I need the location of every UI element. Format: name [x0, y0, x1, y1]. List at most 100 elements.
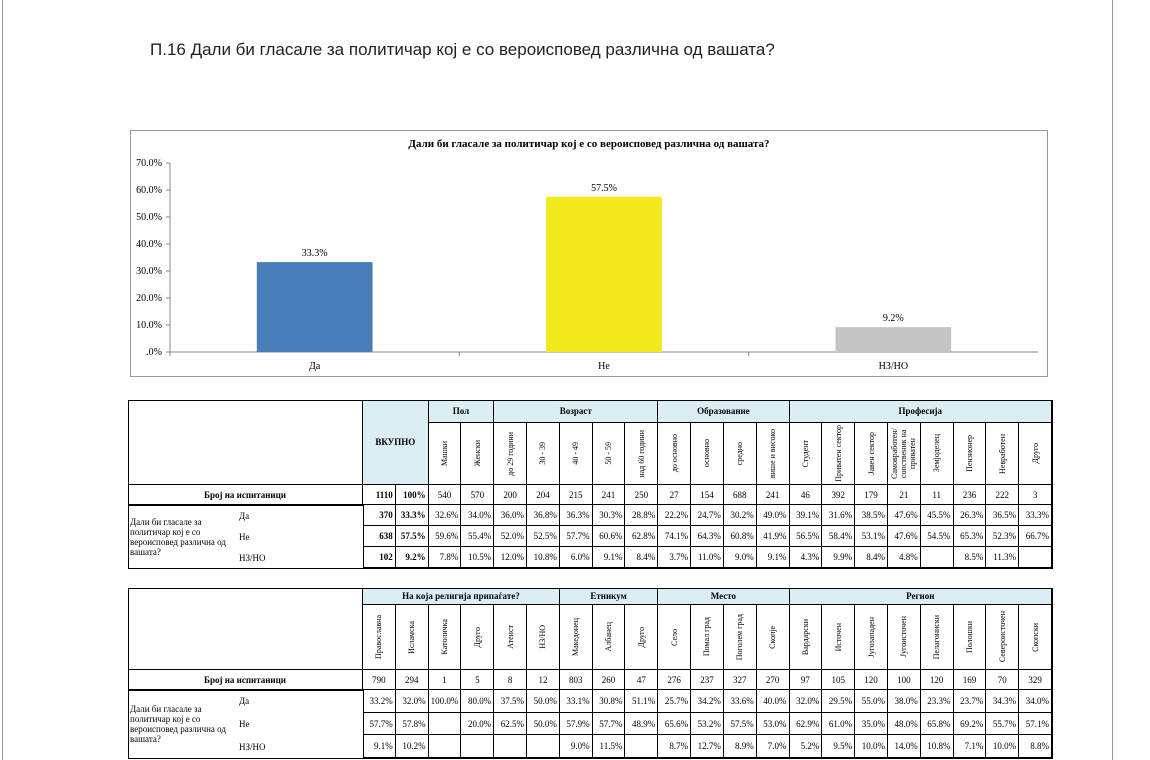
chart-title: Дали би гласале за политичар кој е со ве… — [408, 138, 769, 150]
answer-label: Не — [235, 526, 363, 547]
answer-cell: 65.6% — [658, 712, 692, 736]
answer-cell-text: 34.0% — [467, 510, 492, 520]
answer-cell: 60.8% — [723, 526, 757, 547]
answer-cell-text: 69.2% — [960, 718, 984, 729]
y-tick-label: 70.0% — [136, 158, 162, 169]
answer-cell: 9.1% — [592, 547, 626, 568]
column-header-text: Пензионер — [964, 435, 974, 472]
answer-cell: 9.1% — [756, 547, 790, 568]
count-cell-text: 803 — [568, 674, 583, 685]
count-cell: 329 — [1019, 670, 1052, 690]
column-header: основно — [691, 423, 724, 485]
answer-cell-text: 50.0% — [533, 718, 557, 729]
column-header-text: Невработен — [997, 433, 1007, 474]
answer-cell-text: 8.4% — [866, 552, 885, 562]
column-header: Католичка — [428, 605, 462, 670]
column-header-text: Југозападен — [866, 616, 876, 658]
y-tick-label: 40.0% — [136, 239, 162, 250]
count-cell: 8 — [494, 670, 528, 690]
column-header-text: основно — [702, 439, 712, 468]
answer-cell-text: 57.5% — [730, 718, 754, 729]
answer-cell: 36.8% — [527, 505, 560, 526]
answer-cell-text: 66.7% — [1025, 531, 1049, 541]
answer-cell: 28.8% — [625, 505, 659, 526]
answer-label-text: Не — [239, 719, 250, 730]
column-header-text: Машки — [440, 441, 449, 466]
count-label-text: Број на испитаници — [204, 674, 286, 685]
answer-cell-text: 4.8% — [898, 552, 918, 562]
column-header-text: Скопски — [1030, 622, 1040, 652]
answer-cell: 38.5% — [855, 505, 888, 526]
column-header-text: Самовработен/ сопственик на приватен — [890, 428, 918, 479]
answer-cell: 40.0% — [756, 690, 790, 713]
answer-label-text: Да — [239, 510, 250, 521]
answer-cell: 100.0% — [428, 690, 462, 713]
count-total-text: 1110 — [375, 489, 393, 500]
answer-total: 33.3% — [395, 505, 429, 526]
answer-cell-text: 12.0% — [500, 552, 525, 562]
answer-cell: 50.0% — [527, 712, 560, 736]
answer-cell-text: 28.8% — [632, 510, 656, 520]
answer-cell: 57.9% — [559, 712, 593, 736]
column-header-text: 40 - 49 — [571, 442, 581, 465]
answer-cell: 9.1% — [363, 735, 396, 759]
data-label: 9.2% — [883, 313, 904, 324]
count-cell: 392 — [822, 485, 856, 505]
answer-cell-text: 52.5% — [533, 531, 557, 541]
chart: Дали би гласале за политичар кој е со ве… — [130, 130, 1048, 377]
column-header: над 60 години — [625, 423, 659, 485]
answer-cell: 50.0% — [527, 690, 560, 713]
answer-cell: 57.8% — [395, 712, 429, 736]
answer-cell — [428, 735, 462, 759]
column-header: Јавен сектор — [855, 423, 888, 485]
data-label: 57.5% — [591, 183, 617, 194]
answer-cell-text: 52.0% — [500, 531, 525, 541]
answer-cell-text: 8.5% — [964, 552, 984, 562]
answer-cell: 34.0% — [461, 505, 495, 526]
column-header: Југозападен — [855, 605, 888, 670]
answer-cell: 8.5% — [953, 547, 987, 568]
count-cell: 204 — [527, 485, 560, 505]
count-label: Број на испитаници — [128, 485, 363, 505]
column-header: НЗ/НО — [527, 605, 560, 670]
answer-cell-text: 26.3% — [960, 510, 984, 520]
column-header-text: Друго — [636, 626, 646, 648]
answer-cell: 61.0% — [822, 712, 856, 736]
answer-cell-text: 57.8% — [402, 718, 426, 729]
answer-cell — [1019, 547, 1052, 568]
answer-label-text: НЗ/НО — [239, 552, 266, 563]
answer-cell: 57.7% — [592, 712, 626, 736]
column-header: Полошки — [953, 605, 987, 670]
answer-cell: 23.3% — [920, 690, 954, 713]
column-header-text: Друго — [472, 626, 482, 648]
answer-cell: 12.7% — [691, 735, 724, 759]
answer-cell-text: 33.2% — [369, 695, 393, 706]
answer-cell: 48.0% — [887, 712, 921, 736]
answer-cell: 45.5% — [920, 505, 954, 526]
count-cell-text: 1 — [442, 674, 447, 685]
answer-cell-text: 52.3% — [992, 531, 1017, 541]
count-cell: 12 — [527, 670, 560, 690]
answer-cell-text: 30.2% — [730, 510, 754, 520]
answer-cell: 52.5% — [527, 526, 560, 547]
count-cell: 154 — [691, 485, 724, 505]
count-cell: 236 — [953, 485, 987, 505]
data-label: 33.3% — [302, 248, 328, 259]
answer-cell-text: 53.1% — [861, 531, 885, 541]
count-cell: 179 — [855, 485, 888, 505]
count-cell-text: 241 — [601, 489, 616, 500]
answer-cell: 69.2% — [953, 712, 987, 736]
answer-cell-text: 23.3% — [927, 695, 951, 706]
answer-cell: 39.1% — [789, 505, 823, 526]
answer-cell: 32.6% — [428, 505, 462, 526]
answer-cell-text: 10.0% — [861, 741, 885, 752]
answer-cell-text: 14.0% — [894, 741, 918, 752]
group-header: Етникум — [559, 588, 659, 605]
count-cell: 200 — [494, 485, 528, 505]
answer-cell-text: 80.0% — [467, 695, 492, 706]
group-header-text: Возраст — [559, 406, 592, 416]
count-cell: 276 — [658, 670, 692, 690]
answer-cell-text: 8.7% — [669, 741, 689, 752]
count-cell: 688 — [723, 485, 757, 505]
